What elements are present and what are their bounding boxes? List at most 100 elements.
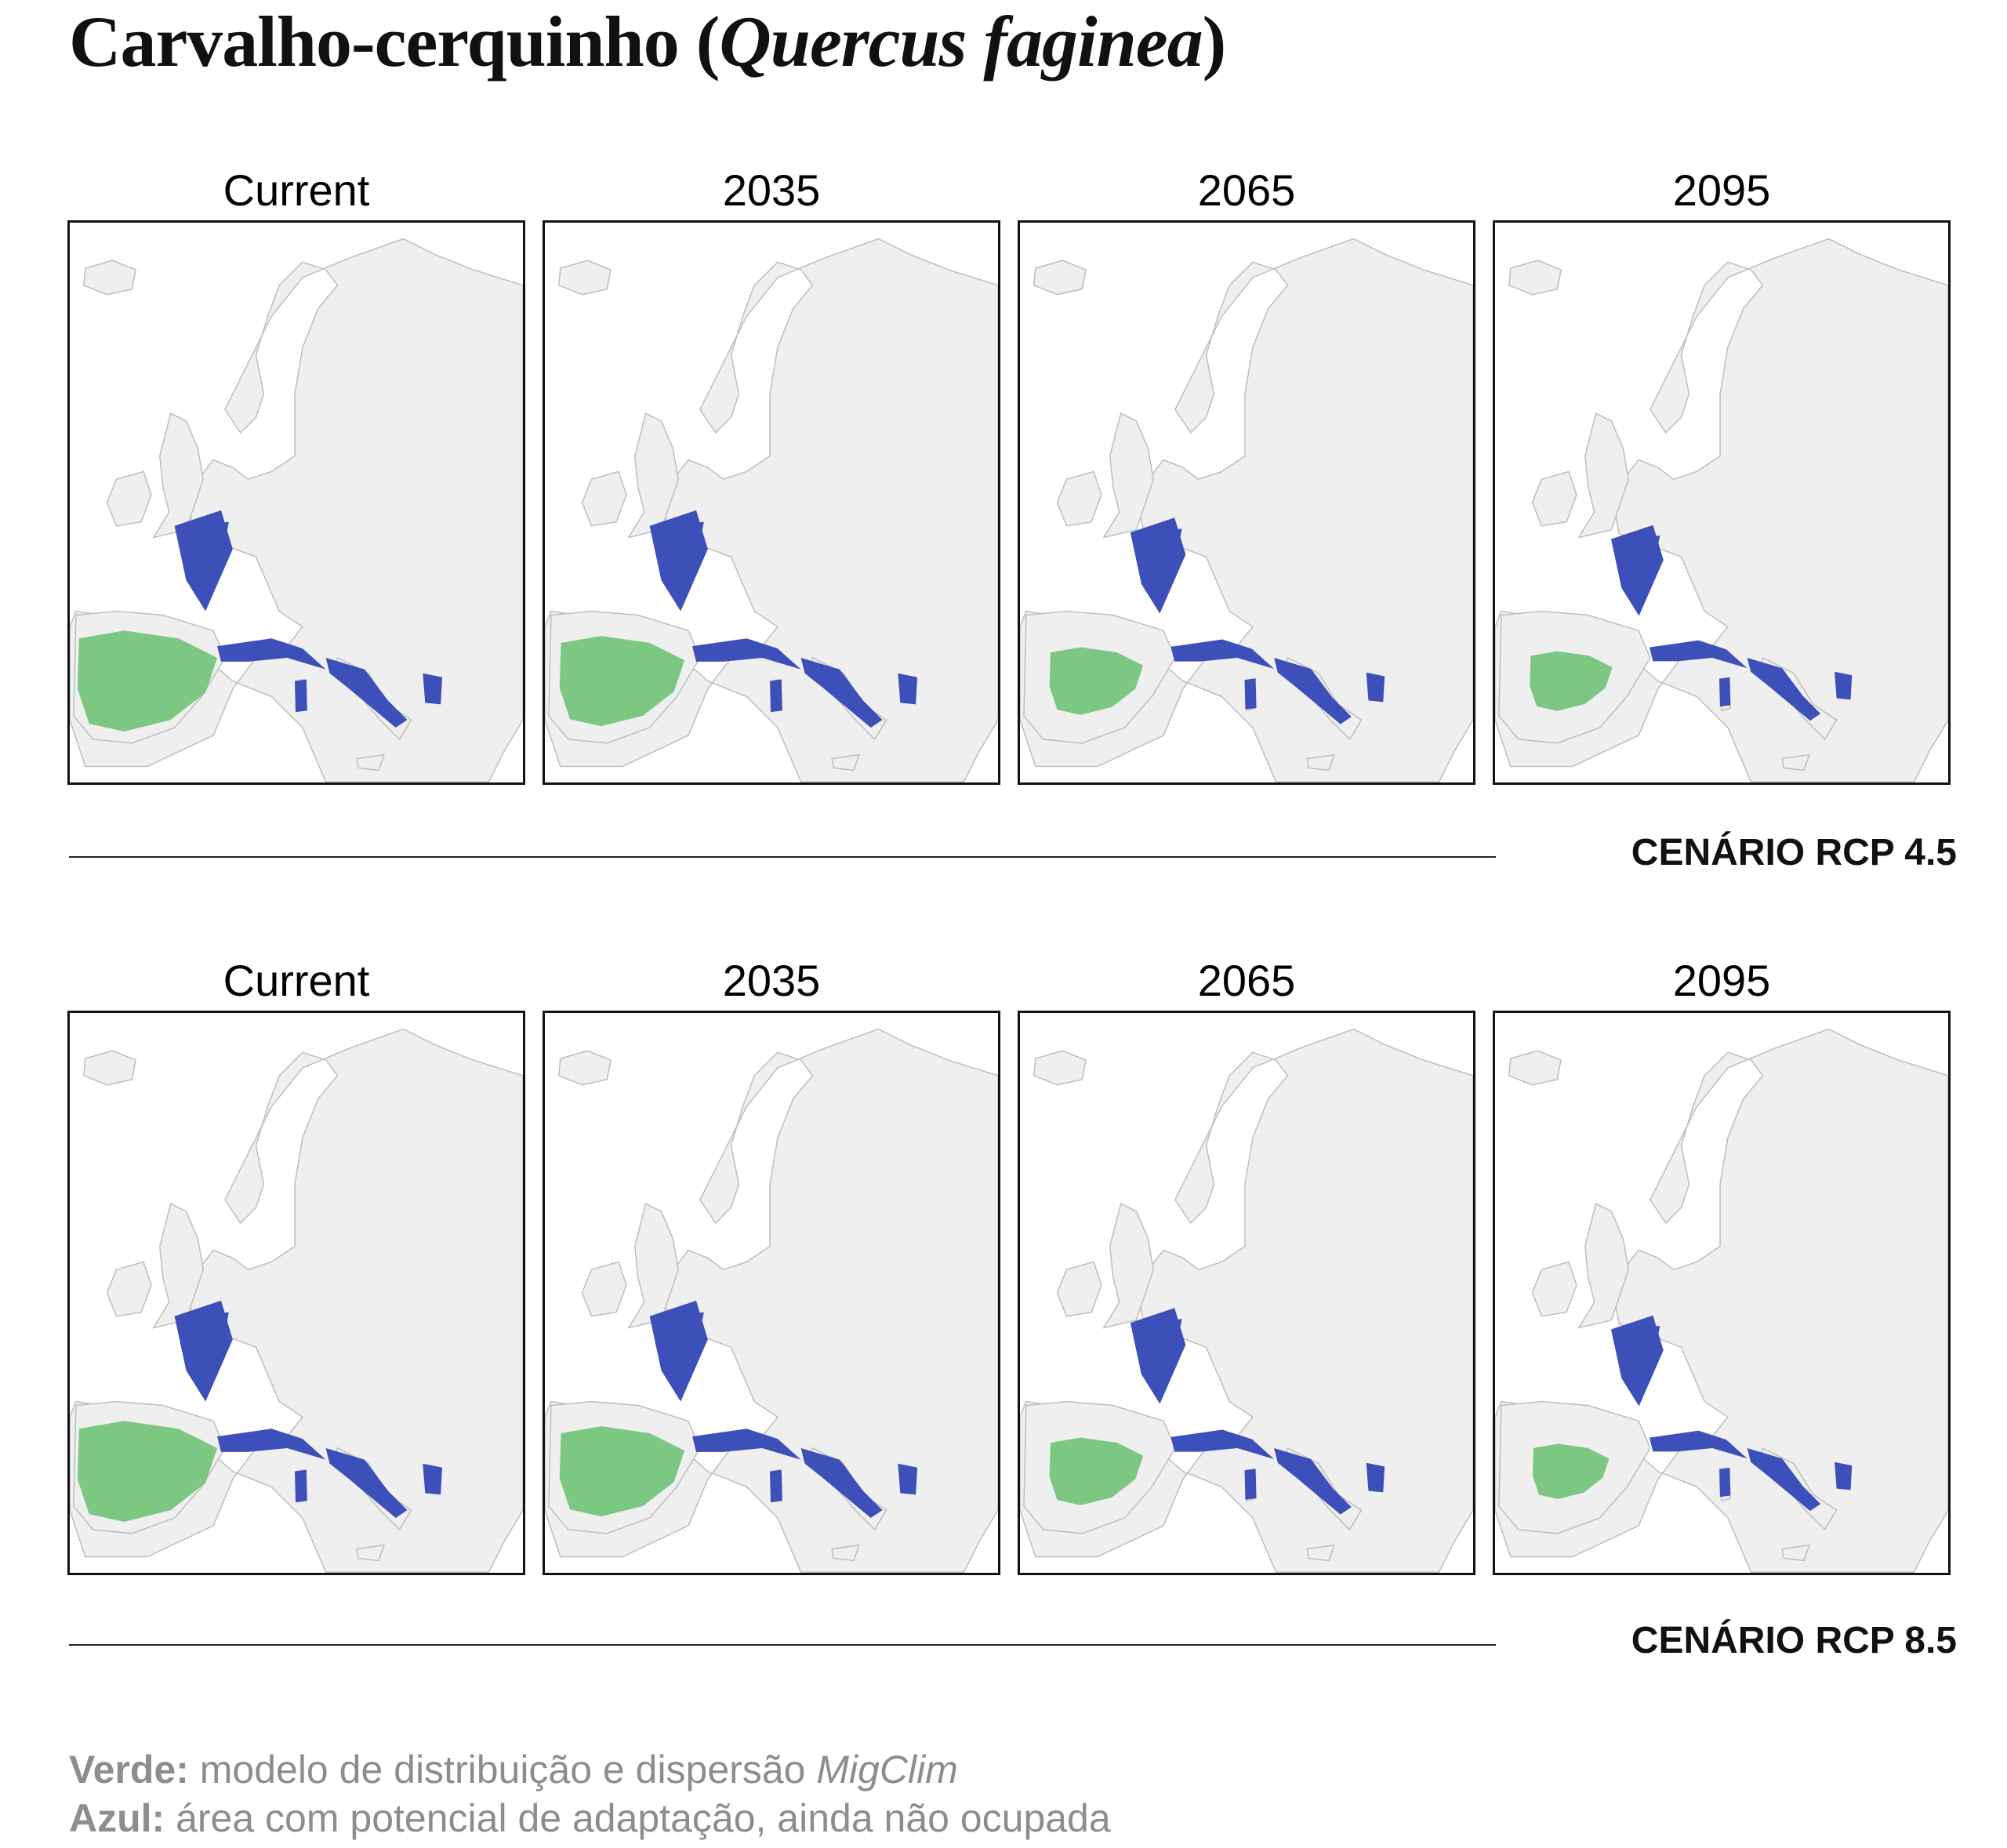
blue-italy [800,1447,883,1519]
land-britain [627,1203,679,1329]
map-canvas [1020,1028,1473,1573]
green-iberia-east [169,1439,198,1465]
land-sicily [831,1544,860,1562]
green-iberia-east [1582,1453,1599,1468]
title-species: Quercus faginea [719,2,1203,82]
land-ireland [1056,470,1102,527]
europe-map [67,1011,525,1575]
legend-green: Verde: modelo de distribuição e dispersã… [69,1747,958,1792]
land-mainland [70,238,523,782]
blue-balkans [1366,1462,1385,1493]
land-britain [1577,1203,1629,1329]
blue-italy [1747,1447,1821,1512]
land-sicily [356,753,385,772]
land-iceland [1033,1050,1087,1086]
land-britain [152,412,204,539]
land-sicily [1306,1544,1335,1562]
blue-balkans [1835,1461,1853,1490]
land-iceland [1508,260,1562,296]
blue-balkans [1366,672,1385,703]
land-ireland [1531,470,1577,527]
scenario-divider [69,856,1496,858]
europe-map [1018,1011,1475,1575]
blue-britain-south [1614,536,1660,555]
blue-southern-coast [1649,1430,1762,1469]
land-mainland [545,238,998,782]
map-canvas [1020,238,1473,782]
blue-sardinia [1719,677,1731,707]
title-prefix: Carvalho-cerquinho ( [69,2,720,82]
europe-map [1493,220,1951,785]
blue-britain-south [1614,1326,1660,1345]
map-canvas [545,1028,998,1573]
blue-southern-coast [217,638,342,681]
scenario-divider [69,1644,1496,1646]
blue-balkans [1835,671,1853,700]
panel-label: 2095 [1672,165,1771,215]
land-sicily [1306,753,1335,772]
map-canvas [545,238,998,782]
blue-britain-south [178,521,229,543]
blue-balkans [423,673,443,705]
europe-map [543,220,1000,785]
map-canvas [70,1028,523,1573]
land-britain [1577,412,1629,539]
land-ireland [106,470,152,527]
europe-map [67,220,525,785]
europe-map [1493,1011,1951,1575]
land-britain [152,1203,204,1329]
land-britain [1102,412,1154,539]
land-mainland [1020,1028,1473,1573]
green-iberia-east [1110,659,1130,677]
blue-italy [325,1447,408,1519]
blue-sardinia [295,679,307,713]
blue-sardinia [1244,1469,1257,1500]
blue-southern-coast [1170,1429,1289,1471]
land-mainland [1495,238,1948,782]
blue-sardinia [1244,678,1257,710]
land-britain [1102,1203,1154,1329]
land-ireland [1056,1261,1102,1317]
blue-britain-south [653,521,704,543]
land-sicily [831,753,860,772]
blue-southern-coast [217,1429,342,1472]
map-canvas [1495,1028,1948,1573]
blue-italy [1274,657,1352,724]
land-mainland [1495,1028,1948,1573]
land-iceland [1508,1050,1562,1086]
page-title: Carvalho-cerquinho (Quercus faginea) [69,0,1227,83]
blue-italy [325,657,408,728]
land-mainland [70,1028,523,1573]
legend-blue-text: área com potencial de adaptação, ainda n… [165,1796,1111,1840]
blue-britain-south [1134,1319,1182,1339]
land-iceland [558,260,612,296]
europe-map [1018,220,1475,785]
title-suffix: ) [1202,2,1227,82]
green-iberia-east [641,652,667,675]
blue-southern-coast [692,638,817,681]
blue-balkans [898,673,918,705]
scenario-label: CENÁRIO RCP 8.5 [1631,1620,1957,1661]
land-ireland [106,1261,152,1317]
blue-balkans [898,1463,918,1495]
land-iceland [558,1050,612,1086]
legend-green-text: modelo de distribuição e dispersão [188,1748,817,1792]
land-mainland [545,1028,998,1573]
blue-sardinia [1719,1467,1731,1498]
panel-label: Current [223,165,370,215]
map-canvas [1495,238,1948,782]
panel-label: 2065 [1197,165,1296,215]
blue-balkans [423,1463,443,1495]
panel-label: 2035 [722,956,821,1005]
blue-southern-coast [1649,640,1762,679]
blue-sardinia [770,1469,782,1503]
land-ireland [581,470,627,527]
legend-green-label: Verde: [69,1748,189,1792]
blue-italy [1274,1447,1352,1515]
blue-britain-south [653,1312,704,1334]
blue-sardinia [770,679,782,713]
green-iberia-east [169,648,198,674]
legend-blue-label: Azul: [69,1796,165,1840]
land-mainland [1020,238,1473,782]
europe-map [543,1011,1000,1575]
